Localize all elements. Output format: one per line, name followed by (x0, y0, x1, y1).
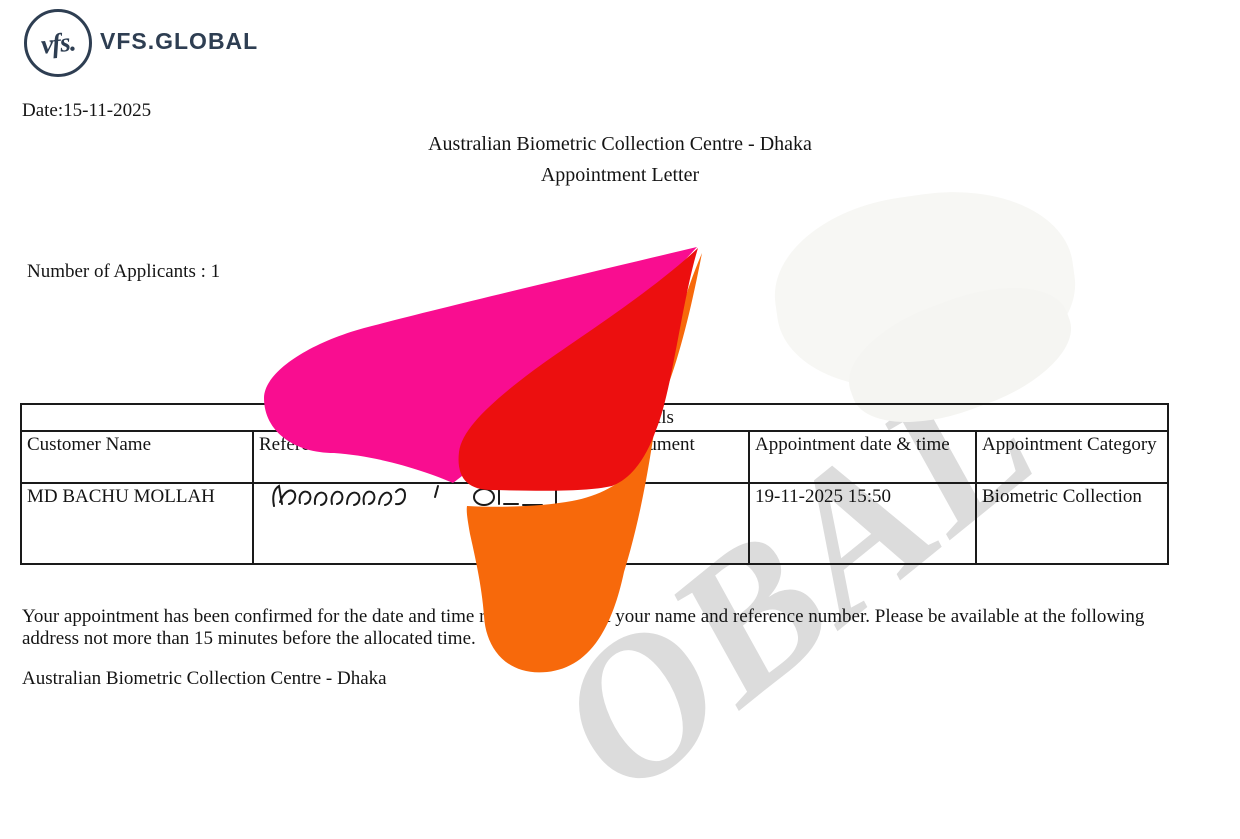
centre-title: Australian Biometric Collection Centre -… (428, 133, 812, 155)
appointment-table: Appointment Details Customer Name Refere… (19, 403, 1170, 565)
table-header-row: Customer Name Reference Number Travel Do… (20, 430, 1170, 484)
table-row: MD BACHU MOLLAH 19-11-2025 15:50 Biometr… (20, 482, 1170, 565)
cell-travel-document (555, 482, 750, 565)
date-line: Date:15-11-2025 (22, 100, 152, 121)
vfs-logo-monogram: vfs. (39, 25, 77, 60)
vfs-global-brand-text: VFS.GLOBAL (100, 28, 259, 54)
header-appointment-category: Appointment Category (974, 430, 1170, 484)
cell-customer-name: MD BACHU MOLLAH (20, 482, 254, 565)
number-of-applicants-line: Number of Applicants : 1 (27, 261, 221, 282)
table-caption: Appointment Details (19, 403, 1170, 432)
letter-title: Appointment Letter (540, 164, 700, 186)
centre-address-line: Australian Biometric Collection Centre -… (22, 668, 387, 689)
table-caption-row: Appointment Details (19, 403, 1170, 432)
vfs-logo-icon: vfs. (24, 9, 92, 77)
cell-appointment-category: Biometric Collection (974, 482, 1170, 565)
confirmation-paragraph: Your appointment has been confirmed for … (22, 606, 1145, 649)
header-customer-name: Customer Name (20, 430, 254, 484)
header-reference-number: Reference Number (252, 430, 557, 484)
cell-appointment-datetime: 19-11-2025 15:50 (748, 482, 977, 565)
reference-number-scribble (272, 484, 543, 507)
header-travel-document: Travel Document (555, 430, 750, 484)
header-appointment-datetime: Appointment date & time (748, 430, 977, 484)
appointment-letter-page: { "page": { "background": "#ffffff", "te… (19, 9, 1170, 837)
